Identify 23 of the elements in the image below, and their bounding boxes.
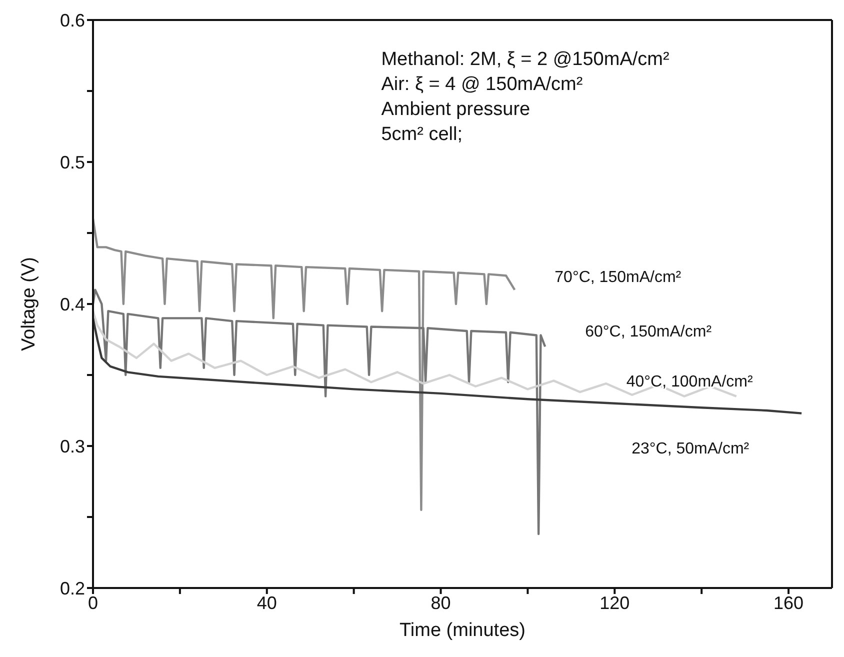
x-tick-label: 80 [430, 592, 451, 613]
x-tick-label: 120 [600, 592, 630, 613]
y-tick-label: 0.5 [60, 152, 85, 172]
x-tick-label: 0 [88, 592, 98, 613]
x-tick-label: 160 [774, 592, 804, 613]
series-label: 40°C, 100mA/cm² [626, 373, 754, 390]
y-axis-title: Voltage (V) [18, 257, 40, 351]
text: 70°C, 150mA/cm² [554, 268, 682, 286]
y-tick-label: 0.3 [60, 436, 85, 456]
annotation: Methanol: 2M, ξ = 2 @150mA/cm² [381, 49, 670, 70]
y-tick-label: 0.2 [60, 578, 85, 598]
x-axis-title: Time (minutes) [400, 620, 526, 641]
y-tick-label: 0.4 [60, 294, 85, 314]
line-series [93, 288, 546, 536]
line-series [93, 218, 516, 511]
annotation: Air: ξ = 4 @ 150mA/cm² [381, 74, 583, 95]
x-tick-label: 40 [256, 592, 277, 613]
series-label: 23°C, 50mA/cm² [632, 440, 750, 458]
annotation: Ambient pressure [381, 99, 530, 120]
y-tick-label: 0.6 [60, 10, 85, 30]
line-series [93, 317, 803, 414]
text: 60°C, 150mA/cm² [585, 324, 712, 341]
annotation: 5cm² cell; [381, 124, 463, 145]
